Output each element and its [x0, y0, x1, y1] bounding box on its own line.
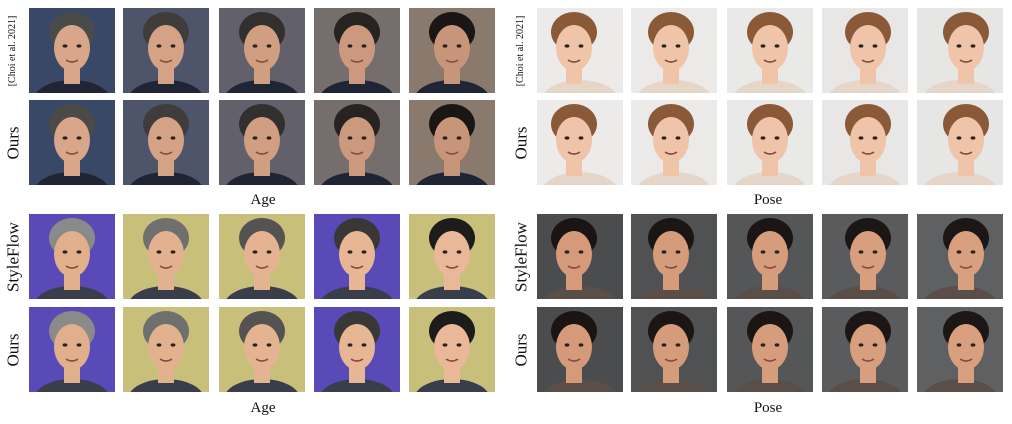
face-thumbnail [537, 8, 623, 93]
row-label: Ours [511, 125, 531, 160]
face-thumbnail [409, 214, 495, 299]
panel-bottom-left: StyleFlow Ours Age [0, 214, 500, 420]
face-thumbnail [822, 100, 908, 185]
face-thumbnail [219, 8, 305, 93]
row-label: StyleFlow [511, 221, 531, 292]
face-thumbnail [314, 100, 400, 185]
face-thumbnail [219, 100, 305, 185]
face-thumbnail [29, 214, 115, 299]
face-thumbnail [409, 307, 495, 392]
face-thumbnail [123, 307, 209, 392]
face-thumbnail [537, 307, 623, 392]
face-thumbnail [917, 307, 1003, 392]
face-thumbnail [219, 307, 305, 392]
face-thumbnail [29, 307, 115, 392]
row-label: [Choi et al. 2021] [515, 15, 526, 86]
figure-caption: Age [250, 192, 276, 208]
face-thumbnail [29, 100, 115, 185]
face-thumbnail [314, 214, 400, 299]
face-thumbnail [917, 214, 1003, 299]
face-thumbnail [727, 8, 813, 93]
face-thumbnail [631, 8, 717, 93]
panel-top-right: [Choi et al. 2021] Ours Pose [508, 8, 1008, 208]
figure-caption: Age [250, 400, 276, 416]
figure-caption: Pose [753, 400, 783, 416]
face-thumbnail [727, 100, 813, 185]
face-thumbnail [537, 214, 623, 299]
row-label: Ours [3, 125, 23, 160]
face-thumbnail [29, 8, 115, 93]
face-thumbnail [822, 8, 908, 93]
face-thumbnail [409, 100, 495, 185]
panel-top-left: [Choi et al. 2021] Ours Age [0, 8, 500, 208]
face-thumbnail [123, 214, 209, 299]
row-label: Ours [511, 332, 531, 367]
face-thumbnail [917, 100, 1003, 185]
face-thumbnail [314, 8, 400, 93]
face-thumbnail [123, 100, 209, 185]
face-thumbnail [822, 214, 908, 299]
face-thumbnail [727, 307, 813, 392]
face-thumbnail [727, 214, 813, 299]
panel-bottom-right: StyleFlow Ours Pose [508, 214, 1008, 420]
face-thumbnail [631, 100, 717, 185]
face-thumbnail [314, 307, 400, 392]
face-thumbnail [123, 8, 209, 93]
face-thumbnail [631, 307, 717, 392]
face-thumbnail [219, 214, 305, 299]
face-thumbnail [822, 307, 908, 392]
row-label: Ours [3, 332, 23, 367]
face-thumbnail [631, 214, 717, 299]
figure-caption: Pose [753, 192, 783, 208]
row-label: StyleFlow [3, 221, 23, 292]
face-thumbnail [409, 8, 495, 93]
row-label: [Choi et al. 2021] [7, 15, 18, 86]
face-thumbnail [917, 8, 1003, 93]
face-thumbnail [537, 100, 623, 185]
